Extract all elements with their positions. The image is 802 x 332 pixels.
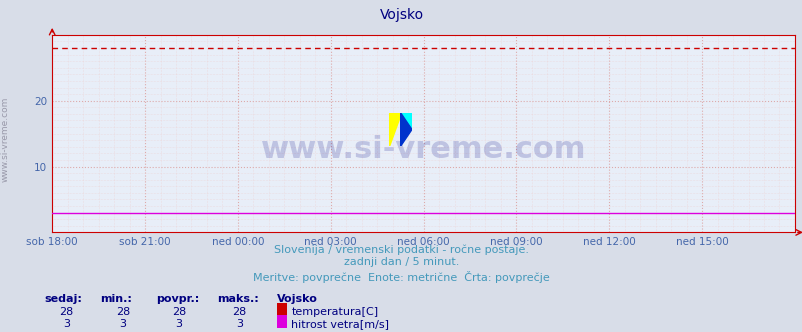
Text: hitrost vetra[m/s]: hitrost vetra[m/s]	[291, 319, 389, 329]
Text: 28: 28	[115, 307, 130, 317]
Text: Meritve: povprečne  Enote: metrične  Črta: povprečje: Meritve: povprečne Enote: metrične Črta:…	[253, 271, 549, 283]
Text: min.:: min.:	[100, 294, 132, 304]
Polygon shape	[400, 113, 411, 129]
Polygon shape	[389, 113, 400, 146]
Text: maks.:: maks.:	[217, 294, 258, 304]
Polygon shape	[400, 113, 411, 146]
Text: 28: 28	[59, 307, 74, 317]
Text: sedaj:: sedaj:	[44, 294, 82, 304]
Text: zadnji dan / 5 minut.: zadnji dan / 5 minut.	[343, 257, 459, 267]
Text: 3: 3	[63, 319, 70, 329]
Text: 28: 28	[232, 307, 246, 317]
Text: Vojsko: Vojsko	[379, 8, 423, 22]
Text: povpr.:: povpr.:	[156, 294, 200, 304]
Text: 28: 28	[172, 307, 186, 317]
Text: Vojsko: Vojsko	[277, 294, 318, 304]
Text: 3: 3	[236, 319, 242, 329]
Text: www.si-vreme.com: www.si-vreme.com	[261, 135, 585, 164]
Text: 3: 3	[119, 319, 126, 329]
Text: temperatura[C]: temperatura[C]	[291, 307, 378, 317]
Text: www.si-vreme.com: www.si-vreme.com	[1, 97, 10, 182]
Text: Slovenija / vremenski podatki - ročne postaje.: Slovenija / vremenski podatki - ročne po…	[273, 244, 529, 255]
Text: 3: 3	[176, 319, 182, 329]
